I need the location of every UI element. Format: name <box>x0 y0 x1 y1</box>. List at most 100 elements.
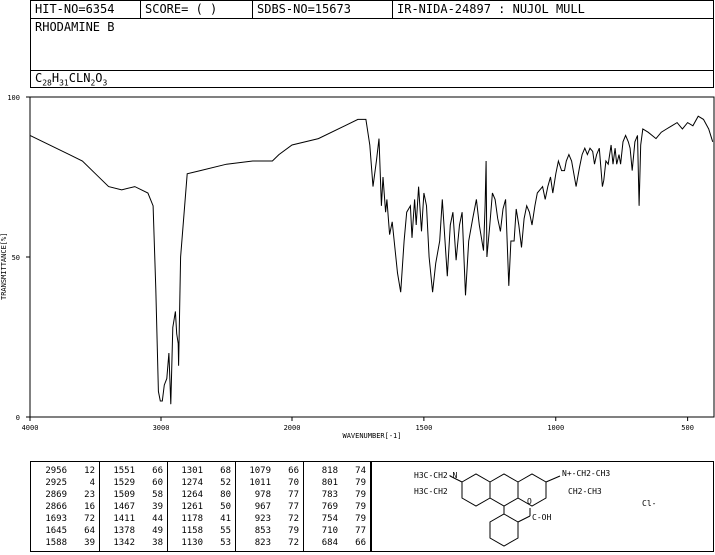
peak-transmittance: 39 <box>84 538 95 548</box>
peak-transmittance: 39 <box>152 502 163 512</box>
peak-row: 818 74 <box>304 465 370 477</box>
peak-row: 2869 23 <box>31 489 99 501</box>
peak-column: 2956 12 2925 4 2869 23 2866 16 1693 72 1645 64 1588 3… <box>31 462 99 551</box>
peak-transmittance: 77 <box>288 490 299 500</box>
peak-transmittance: 38 <box>152 538 163 548</box>
sdbs-number: SDBS-NO=15673 <box>252 1 392 18</box>
peak-wavenumber: 1079 <box>249 466 271 476</box>
peak-row: 853 79 <box>236 525 303 537</box>
peak-row: 1529 60 <box>100 477 167 489</box>
peak-wavenumber: 1130 <box>181 538 203 548</box>
y-tick-label: 50 <box>12 254 20 262</box>
peak-row: 1509 58 <box>100 489 167 501</box>
peak-transmittance: 55 <box>220 526 231 536</box>
peak-row: 1645 64 <box>31 525 99 537</box>
peak-row: 1551 66 <box>100 465 167 477</box>
peak-wavenumber: 801 <box>321 478 338 488</box>
peak-row: 2866 16 <box>31 501 99 513</box>
peak-wavenumber: 1411 <box>113 514 135 524</box>
peak-wavenumber: 754 <box>321 514 338 524</box>
peak-wavenumber: 967 <box>254 502 271 512</box>
formula-subscript: 3 <box>102 78 108 88</box>
peak-row: 710 77 <box>304 525 370 537</box>
peak-row: 1011 70 <box>236 477 303 489</box>
peak-transmittance: 16 <box>84 502 95 512</box>
peak-wavenumber: 1261 <box>181 502 203 512</box>
peak-row: 1693 72 <box>31 513 99 525</box>
peak-wavenumber: 769 <box>321 502 338 512</box>
peak-column: 1551 66 1529 60 1509 58 1467 39 1411 44 1378 49 1342… <box>99 462 167 551</box>
formula-element: CLN <box>68 71 91 85</box>
x-axis-label: WAVENUMBER[-1] <box>342 432 401 440</box>
peak-wavenumber: 684 <box>321 538 338 548</box>
peak-row: 769 79 <box>304 501 370 513</box>
peak-transmittance: 79 <box>355 514 366 524</box>
peak-transmittance: 79 <box>355 502 366 512</box>
header-info-row: HIT-NO=6354 SCORE= ( ) SDBS-NO=15673 IR-… <box>31 1 713 19</box>
peak-transmittance: 77 <box>355 526 366 536</box>
peak-transmittance: 41 <box>220 514 231 524</box>
peak-wavenumber: 1301 <box>181 466 203 476</box>
compound-name: RHODAMINE B <box>35 20 115 34</box>
peak-wavenumber: 818 <box>321 466 338 476</box>
peak-wavenumber: 2925 <box>45 478 67 488</box>
peak-row: 754 79 <box>304 513 370 525</box>
peak-row: 2956 12 <box>31 465 99 477</box>
spectrum-line <box>29 115 714 405</box>
peak-transmittance: 66 <box>355 538 366 548</box>
peak-wavenumber: 1342 <box>113 538 135 548</box>
peak-row: 1378 49 <box>100 525 167 537</box>
counter-ion: Cl- <box>642 499 656 508</box>
peak-row: 1467 39 <box>100 501 167 513</box>
peak-wavenumber: 1551 <box>113 466 135 476</box>
structure-box: H3C-CH2-N H3C-CH2 N+-CH2-CH3 CH2-CH3 C-O… <box>371 461 714 552</box>
peak-transmittance: 79 <box>288 526 299 536</box>
peak-row: 1261 50 <box>168 501 235 513</box>
peak-column: 818 74 801 79 783 79 769 79 754 79 710 77 684 66 <box>303 462 370 551</box>
peak-wavenumber: 1158 <box>181 526 203 536</box>
peak-row: 1342 38 <box>100 537 167 549</box>
peak-transmittance: 49 <box>152 526 163 536</box>
divider <box>31 70 713 71</box>
peak-row: 1588 39 <box>31 537 99 549</box>
right-ethyl-group: CH2-CH3 <box>568 487 602 496</box>
peak-transmittance: 72 <box>288 514 299 524</box>
formula-subscript: 2 <box>90 78 96 88</box>
left-ethyl-group: H3C-CH2 <box>414 487 448 496</box>
peak-wavenumber: 1264 <box>181 490 203 500</box>
peak-row: 1264 80 <box>168 489 235 501</box>
x-tick-label: 4000 <box>22 424 39 432</box>
peak-transmittance: 68 <box>220 466 231 476</box>
ir-spectrum-chart: 0 50 100 4000 3000 2000 1500 1000 500 TRANSMITT… <box>0 94 715 440</box>
peak-transmittance: 12 <box>84 466 95 476</box>
peak-transmittance: 50 <box>220 502 231 512</box>
formula-element: H <box>51 71 60 85</box>
peak-wavenumber: 923 <box>254 514 271 524</box>
formula-element: C <box>35 71 43 85</box>
peak-wavenumber: 1509 <box>113 490 135 500</box>
peak-transmittance: 4 <box>89 478 95 488</box>
peak-transmittance: 74 <box>355 466 366 476</box>
peak-wavenumber: 1588 <box>45 538 67 548</box>
peak-row: 1411 44 <box>100 513 167 525</box>
peak-row: 2925 4 <box>31 477 99 489</box>
peak-row: 923 72 <box>236 513 303 525</box>
peak-wavenumber: 978 <box>254 490 271 500</box>
formula-element: O <box>95 71 103 85</box>
structure-bonds <box>449 473 561 547</box>
peak-row: 684 66 <box>304 537 370 549</box>
peak-row: 1158 55 <box>168 525 235 537</box>
right-amine-group: N+-CH2-CH3 <box>562 469 610 478</box>
peak-transmittance: 23 <box>84 490 95 500</box>
molecular-structure: H3C-CH2-N H3C-CH2 N+-CH2-CH3 CH2-CH3 C-O… <box>414 469 656 547</box>
peak-wavenumber: 1378 <box>113 526 135 536</box>
peak-row: 1301 68 <box>168 465 235 477</box>
molecular-formula: C28H31CLN2O3 <box>35 71 107 87</box>
left-amine-group: H3C-CH2-N <box>414 471 458 480</box>
x-tick-label: 3000 <box>153 424 170 432</box>
peak-row: 801 79 <box>304 477 370 489</box>
peak-wavenumber: 1693 <box>45 514 67 524</box>
peak-wavenumber: 1178 <box>181 514 203 524</box>
peak-row: 823 72 <box>236 537 303 549</box>
formula-subscript: 31 <box>59 78 69 88</box>
